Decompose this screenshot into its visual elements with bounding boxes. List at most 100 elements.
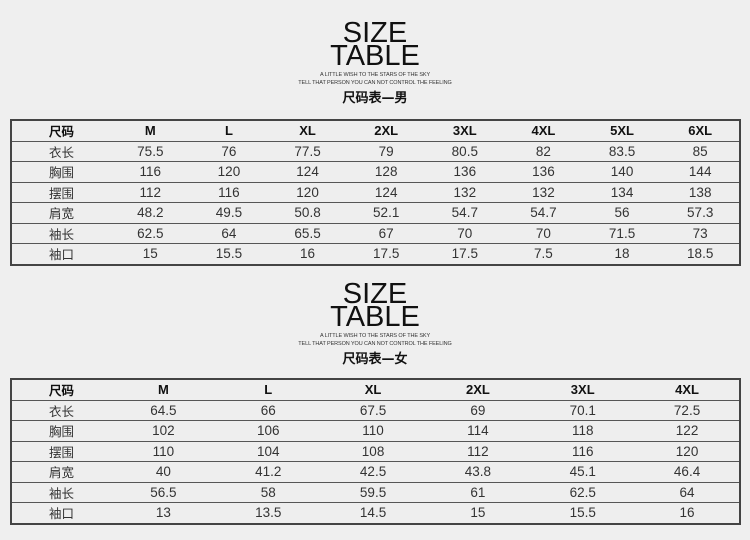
row-label: 袖长 <box>11 482 111 503</box>
table-cell: 64 <box>189 223 269 244</box>
table-cell: 43.8 <box>425 461 531 483</box>
table-cell: 138 <box>661 182 740 203</box>
table-cell: 70 <box>504 223 583 244</box>
column-header: 3XL <box>425 120 505 142</box>
column-header: 2XL <box>346 120 426 142</box>
title-table: TABLE <box>330 301 420 333</box>
table-cell: 76 <box>189 141 269 162</box>
row-label: 肩宽 <box>11 461 111 483</box>
table-cell: 118 <box>530 420 636 442</box>
table-cell: 136 <box>504 161 583 183</box>
women-size-header: SIZE TABLE A LITTLE WISH TO THE STARS OF… <box>0 280 750 369</box>
table-cell: 59.5 <box>320 482 426 503</box>
title-size: SIZE <box>342 17 408 49</box>
table-cell: 132 <box>504 182 583 203</box>
table-row: 摆围 110 104 108 112 116 120 <box>11 441 740 462</box>
column-header: 尺码 <box>11 120 111 142</box>
men-size-header: SIZE TABLE A LITTLE WISH TO THE STARS OF… <box>0 17 750 108</box>
table-cell: 112 <box>425 441 531 462</box>
table-cell: 64.5 <box>111 400 216 421</box>
table-cell: 116 <box>530 441 636 462</box>
table-cell: 140 <box>582 161 662 183</box>
table-cell: 54.7 <box>504 202 583 224</box>
table-cell: 70 <box>425 223 505 244</box>
table-row: 袖口 15 15.5 16 17.5 17.5 7.5 18 18.5 <box>11 244 740 265</box>
table-cell: 70.1 <box>530 400 636 421</box>
table-cell: 61 <box>425 482 531 503</box>
table-cell: 48.2 <box>111 202 190 224</box>
table-row: 肩宽 40 41.2 42.5 43.8 45.1 46.4 <box>11 461 740 483</box>
row-label: 肩宽 <box>11 202 111 224</box>
column-header: XL <box>320 379 426 401</box>
tagline: TELL THAT PERSON YOU CAN NOT CONTROL THE… <box>298 341 452 347</box>
tagline: A LITTLE WISH TO THE STARS OF THE SKY <box>319 72 431 78</box>
women-size-table: 尺码 M L XL 2XL 3XL 4XL 衣长 64.5 66 67.5 69 70.1 72.5 胸围 1… <box>10 378 741 525</box>
table-cell: 45.1 <box>530 461 636 483</box>
table-cell: 13.5 <box>255 505 282 521</box>
table-cell: 18.5 <box>687 246 714 262</box>
table-cell: 120 <box>635 441 740 462</box>
table-header-row: 尺码 M L XL 2XL 3XL 4XL <box>11 379 740 401</box>
table-cell: 112 <box>111 182 190 203</box>
table-row: 衣长 64.5 66 67.5 69 70.1 72.5 <box>11 400 740 421</box>
table-row: 衣长 75.5 76 77.5 79 80.5 82 83.5 85 <box>11 141 740 162</box>
table-cell: 116 <box>189 182 269 203</box>
table-cell: 62.5 <box>111 223 190 244</box>
table-cell: 124 <box>346 182 426 203</box>
row-label: 胸围 <box>11 420 111 442</box>
column-header: 4XL <box>504 120 583 142</box>
table-cell: 128 <box>346 161 426 183</box>
row-label: 胸围 <box>11 161 111 183</box>
table-cell: 136 <box>425 161 505 183</box>
table-cell: 15 <box>470 505 486 521</box>
table-cell: 82 <box>504 141 583 162</box>
table-header-row: 尺码 M L XL 2XL 3XL 4XL 5XL 6XL <box>11 120 740 142</box>
table-row: 摆围 112 116 120 124 132 132 134 138 <box>11 182 740 203</box>
table-cell: 49.5 <box>189 202 269 224</box>
men-size-table: 尺码 M L XL 2XL 3XL 4XL 5XL 6XL 衣长 75.5 76 77.5 79 80.5 8… <box>10 119 741 266</box>
table-cell: 122 <box>635 420 740 442</box>
table-cell: 144 <box>661 161 740 183</box>
table-cell: 124 <box>268 161 347 183</box>
column-header: 尺码 <box>11 379 111 401</box>
table-cell: 64 <box>635 482 740 503</box>
table-cell: 15 <box>142 246 158 262</box>
table-cell: 77.5 <box>268 141 347 162</box>
table-cell: 73 <box>661 223 740 244</box>
table-cell: 106 <box>215 420 321 442</box>
table-cell: 104 <box>215 441 321 462</box>
table-cell: 57.3 <box>661 202 740 224</box>
table-cell: 72.5 <box>635 400 740 421</box>
column-header: L <box>215 379 321 401</box>
column-header: 2XL <box>425 379 531 401</box>
table-cell: 132 <box>425 182 505 203</box>
row-label: 袖口 <box>48 247 74 263</box>
table-cell: 80.5 <box>425 141 505 162</box>
table-row: 袖长 62.5 64 65.5 67 70 70 71.5 73 <box>11 223 740 244</box>
table-cell: 17.5 <box>373 246 400 262</box>
table-cell: 67 <box>346 223 426 244</box>
table-cell: 56 <box>582 202 662 224</box>
column-header: XL <box>268 120 347 142</box>
row-label: 摆围 <box>11 182 111 203</box>
table-cell: 120 <box>189 161 269 183</box>
table-cell: 15.5 <box>569 505 596 521</box>
table-cell: 17.5 <box>451 246 478 262</box>
table-cell: 85 <box>661 141 740 162</box>
column-header: 4XL <box>635 379 740 401</box>
table-cell: 71.5 <box>582 223 662 244</box>
table-cell: 16 <box>300 246 316 262</box>
table-cell: 58 <box>215 482 321 503</box>
table-cell: 79 <box>346 141 426 162</box>
table-cell: 14.5 <box>359 505 387 521</box>
table-row: 胸围 102 106 110 114 118 122 <box>11 420 740 442</box>
row-label: 摆围 <box>11 441 111 462</box>
table-cell: 102 <box>111 420 216 442</box>
table-cell: 54.7 <box>425 202 505 224</box>
table-cell: 52.1 <box>346 202 426 224</box>
section-heading: 尺码表—男 <box>342 91 408 106</box>
table-row: 胸围 116 120 124 128 136 136 140 144 <box>11 161 740 183</box>
table-cell: 83.5 <box>582 141 662 162</box>
table-cell: 42.5 <box>320 461 426 483</box>
tagline: A LITTLE WISH TO THE STARS OF THE SKY <box>319 333 431 339</box>
